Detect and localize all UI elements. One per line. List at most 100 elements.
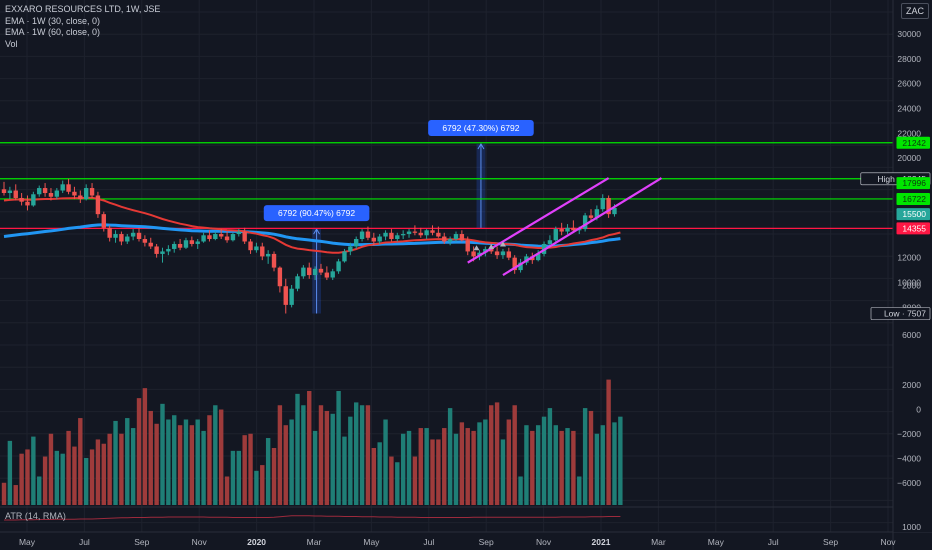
axis-price-label-text: 21242 [902,138,926,148]
volume-bar [389,456,394,505]
measure-arrowhead [477,142,485,150]
candle [582,212,588,232]
atr-line [4,515,621,521]
volume-bar [60,453,65,505]
volume-bar [541,416,547,505]
candle [148,237,153,249]
currency-button[interactable]: ZAC [901,3,929,19]
volume-legend[interactable]: Vol [5,38,18,49]
candle-body [13,190,18,198]
candle-body [377,236,382,242]
candle-body [459,234,465,241]
candle [565,224,570,235]
measure-label-box [428,119,534,136]
volume-bar [365,405,371,505]
volume-bar [377,442,382,505]
symbol-title[interactable]: EXXARO RESOURCES LTD, 1W, JSE [5,4,161,14]
volume-bar [318,405,324,505]
volume-bar [418,428,423,505]
candle [459,230,465,242]
volume-bar [494,402,500,505]
time-axis-label: May [19,537,36,547]
candle-body [359,231,365,240]
candle [518,258,523,273]
volume-bar [207,415,212,505]
volume-bar [195,419,200,505]
price-tick-label: 12000 [897,253,921,263]
candle [95,191,101,218]
candle-body [101,214,106,228]
candle [318,263,324,276]
candle [330,268,335,281]
ema-slow-legend[interactable]: EMA · 1W (60, close, 0) [5,27,101,37]
candle-body [89,188,95,196]
candle-body [553,229,558,241]
candle-body [271,253,277,268]
candle-body [436,232,441,237]
time-axis: May Jul Sep Nov 2020 Mar May Jul Sep Nov 2021 Mar Ma… [19,537,896,547]
candle [271,251,277,272]
candle-body [66,184,71,192]
volume-bar [571,430,576,505]
candle-body [307,267,312,276]
axis-price-label-text: 17996 [902,178,926,188]
candle-body [248,241,253,251]
ema-fast-legend[interactable]: EMA · 1W (30, close, 0) [5,15,101,26]
volume-bar [330,413,335,505]
grid-lines [0,0,893,532]
candle [289,284,294,308]
candle-body [418,232,423,236]
volume-bar [48,433,54,505]
volume-bar [172,415,177,505]
volume-bar [606,379,611,505]
volume-bar [248,433,253,505]
volume-bar [78,418,83,505]
candle [336,258,341,274]
candle [166,245,171,256]
candle [224,231,230,243]
candle-body [31,194,36,206]
volume-bar [371,448,377,505]
volume-bar [588,410,594,505]
measure-label-box [263,205,370,222]
volume-bar [66,430,71,505]
candle-body [130,232,136,237]
axis-price-label-box [896,136,930,149]
axis-price-label-text: Low · 7507 [884,309,926,319]
candle-body [283,286,288,305]
candle [418,227,423,238]
candle-body [612,207,617,215]
candle [606,195,611,218]
candle-body [72,191,77,196]
price-tick-label: 10000 [897,278,921,288]
volume-bar [400,433,406,505]
volume-bar [301,405,306,505]
volume-bar [189,425,195,505]
candle [359,229,365,242]
candle-body [60,184,65,191]
candle-body [160,251,165,254]
candle [113,230,118,243]
volume-bar [594,433,600,505]
volume-tick-label: 2000 [902,380,921,390]
volume-bar [148,410,153,505]
volume-bar [130,428,136,505]
volume-bar [89,449,95,505]
time-axis-label: May [708,537,725,547]
volume-bar [183,419,189,505]
candle-body [265,253,271,257]
volume-bar [107,433,112,505]
candle [301,265,306,279]
candle [430,225,435,236]
volume-bar [177,425,183,505]
candle-body [500,251,506,256]
time-axis-label: Nov [192,537,208,547]
volume-bar [477,422,482,505]
candle [89,183,95,198]
candle [48,188,54,201]
volume-bar [236,450,241,505]
candle-body [336,261,341,272]
candle [42,183,48,197]
atr-legend[interactable]: ATR (14, RMA) [5,511,66,521]
